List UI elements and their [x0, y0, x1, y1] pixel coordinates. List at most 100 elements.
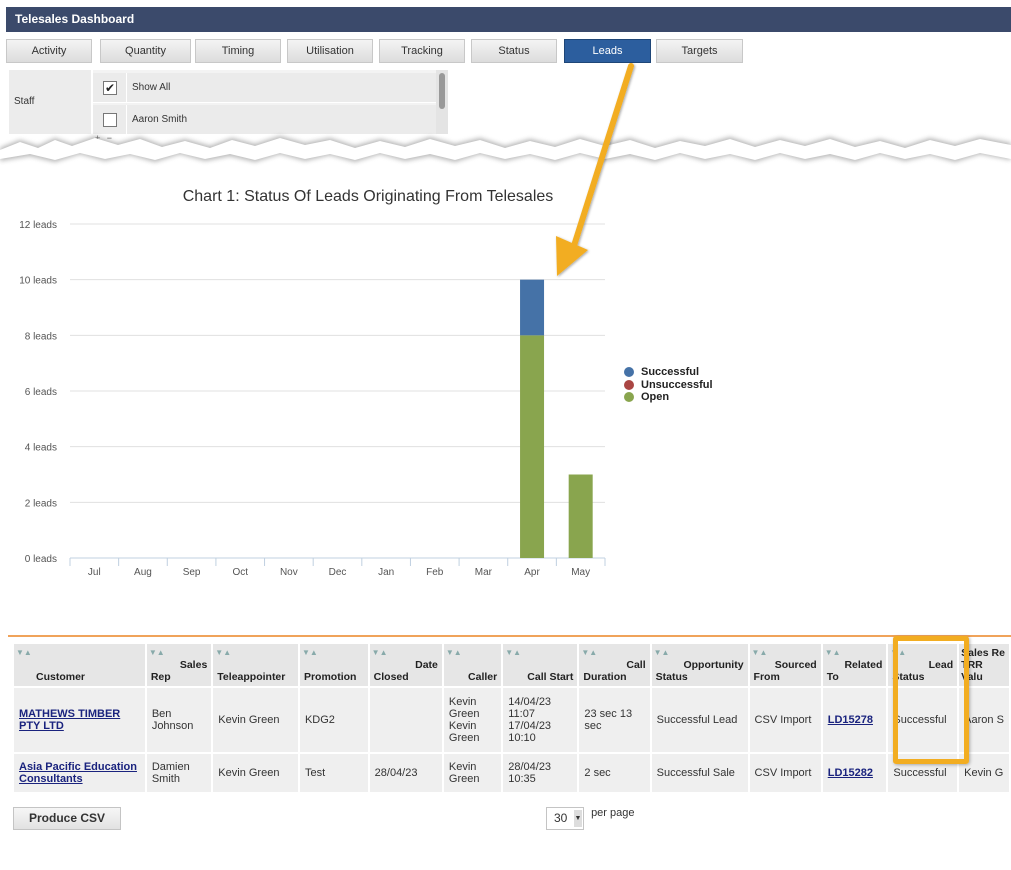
cell-call-start: 28/04/23 10:35: [503, 754, 578, 792]
sort-icon[interactable]: ▼▲: [301, 648, 318, 657]
cell-sales-rep-trr: Aaron S: [959, 688, 1009, 752]
per-page-select[interactable]: 30 ▼: [546, 807, 584, 830]
sort-icon[interactable]: ▼▲: [890, 648, 907, 657]
staff-item-show-all[interactable]: ✔ Show All: [93, 73, 436, 103]
legend-item-successful[interactable]: Successful: [623, 366, 713, 379]
cell-call-duration: 2 sec: [579, 754, 650, 792]
per-page-control: 30 ▼ per page: [546, 807, 635, 830]
legend-dot: [624, 367, 634, 377]
cell-sourced-from: CSV Import: [749, 688, 821, 752]
sort-icon[interactable]: ▼▲: [16, 648, 32, 657]
x-tick-label: Aug: [134, 567, 152, 578]
legend-label: Successful: [641, 366, 700, 378]
bar-open: [568, 474, 593, 558]
sort-icon[interactable]: ▼▲: [445, 648, 462, 657]
x-tick-label: Sep: [183, 567, 201, 578]
cell-promotion: KDG2: [299, 688, 368, 752]
sort-icon[interactable]: ▼▲: [581, 648, 598, 657]
y-tick-label: 12 leads: [19, 220, 57, 231]
column-header-teleappointer[interactable]: ▼▲ Teleappointer: [213, 644, 298, 686]
customer-link[interactable]: Asia Pacific Education Consultants: [19, 761, 137, 785]
cell-call-start: 14/04/23 11:07 17/04/23 10:10: [503, 688, 578, 752]
column-header-customer[interactable]: ▼▲ Customer: [14, 644, 145, 686]
tab-timing[interactable]: Timing: [195, 39, 281, 63]
cell-opportunity-status: Successful Lead: [651, 688, 748, 752]
legend-label: Open: [641, 391, 670, 403]
sort-icon[interactable]: ▼▲: [505, 648, 522, 657]
chart-legend: Successful Unsuccessful Open: [623, 366, 713, 404]
sort-icon[interactable]: ▼▲: [215, 648, 232, 657]
related-to-link[interactable]: LD15278: [827, 714, 873, 726]
produce-csv-button[interactable]: Produce CSV: [13, 807, 121, 830]
column-header-call-duration[interactable]: ▼▲ Call Duration: [579, 644, 650, 686]
column-header-opportunity-status[interactable]: ▼▲ Opportunity Status: [651, 644, 748, 686]
staff-item-aaron-smith[interactable]: Aaron Smith: [93, 105, 436, 134]
leads-table: ▼▲ Customer ▼▲ Sales Rep ▼▲ Teleappointer ▼▲…: [12, 642, 1011, 794]
column-header-lead-status[interactable]: ▼▲ Lead Status: [888, 644, 958, 686]
column-header-caller[interactable]: ▼▲ Caller: [443, 644, 502, 686]
column-header-promotion[interactable]: ▼▲ Promotion: [299, 644, 368, 686]
section-separator: [8, 635, 1011, 637]
y-tick-label: 4 leads: [25, 443, 57, 454]
x-tick-label: Feb: [426, 567, 444, 578]
sort-icon[interactable]: ▼▲: [653, 648, 670, 657]
cell-sourced-from: CSV Import: [749, 754, 821, 792]
cell-promotion: Test: [299, 754, 368, 792]
tab-quantity[interactable]: Quantity: [100, 39, 191, 63]
cell-teleappointer: Kevin Green: [213, 688, 298, 752]
sort-icon[interactable]: ▼▲: [148, 648, 165, 657]
sort-icon[interactable]: ▼▲: [751, 648, 768, 657]
column-header-call-start[interactable]: ▼▲ Call Start: [503, 644, 578, 686]
leads-status-chart: 0 leads 2 leads 4 leads 6 leads 8 leads 10 le…: [19, 220, 606, 578]
cell-call-duration: 23 sec 13 sec: [579, 688, 650, 752]
y-tick-label: 10 leads: [19, 276, 57, 287]
x-tick-label: Jan: [378, 567, 394, 578]
cell-sales-rep-trr: Kevin G: [959, 754, 1009, 792]
staff-item-label: Show All: [132, 82, 171, 93]
related-to-link[interactable]: LD15282: [827, 767, 873, 779]
x-tick-label: Dec: [329, 567, 347, 578]
scrollbar-thumb[interactable]: [439, 73, 445, 109]
y-tick-label: 6 leads: [25, 387, 57, 398]
x-tick-label: Mar: [475, 567, 493, 578]
legend-item-open[interactable]: Open: [623, 391, 713, 404]
x-tick-label: Jul: [88, 567, 101, 578]
customer-link[interactable]: MATHEWS TIMBER PTY LTD: [19, 708, 121, 732]
y-tick-label: 0 leads: [25, 554, 57, 565]
aaron-smith-checkbox[interactable]: [103, 113, 117, 127]
staff-list-scrollbar[interactable]: [436, 70, 448, 134]
tab-leads[interactable]: Leads: [564, 39, 651, 63]
legend-item-unsuccessful[interactable]: Unsuccessful: [623, 379, 713, 392]
legend-dot: [624, 392, 634, 402]
cell-lead-status: Successful: [888, 688, 958, 752]
table-row: Asia Pacific Education Consultants Damie…: [14, 754, 1009, 792]
sort-icon[interactable]: ▼▲: [371, 648, 388, 657]
cell-lead-status: Successful: [888, 754, 958, 792]
column-header-sales-rep-trr[interactable]: Sales Re TRR Valu: [959, 644, 1009, 686]
y-tick-label: 2 leads: [25, 498, 57, 509]
column-header-sales-rep[interactable]: ▼▲ Sales Rep: [146, 644, 212, 686]
legend-dot: [624, 379, 634, 390]
cell-caller: Kevin Green Kevin Green: [443, 688, 502, 752]
zoom-out-button[interactable]: −: [106, 133, 115, 143]
column-header-related-to[interactable]: ▼▲ Related To: [822, 644, 887, 686]
show-all-checkbox[interactable]: ✔: [103, 81, 117, 95]
column-header-date-closed[interactable]: ▼▲ Date Closed: [369, 644, 442, 686]
sort-icon[interactable]: ▼▲: [824, 648, 841, 657]
cell-teleappointer: Kevin Green: [213, 754, 298, 792]
staff-filter-label: Staff: [9, 70, 91, 134]
y-tick-label: 8 leads: [25, 331, 57, 342]
x-tick-label: Apr: [524, 567, 540, 578]
cell-sales-rep: Damien Smith: [146, 754, 212, 792]
tab-targets[interactable]: Targets: [656, 39, 743, 63]
per-page-label: per page: [591, 807, 635, 819]
x-tick-label: Nov: [280, 567, 298, 578]
window-title: Telesales Dashboard: [6, 7, 1011, 32]
x-tick-label: Oct: [232, 567, 248, 578]
tab-utilisation[interactable]: Utilisation: [287, 39, 373, 63]
tab-status[interactable]: Status: [471, 39, 557, 63]
tab-tracking[interactable]: Tracking: [379, 39, 465, 63]
cell-sales-rep: Ben Johnson: [146, 688, 212, 752]
tab-activity[interactable]: Activity: [6, 39, 92, 63]
column-header-sourced-from[interactable]: ▼▲ Sourced From: [749, 644, 821, 686]
